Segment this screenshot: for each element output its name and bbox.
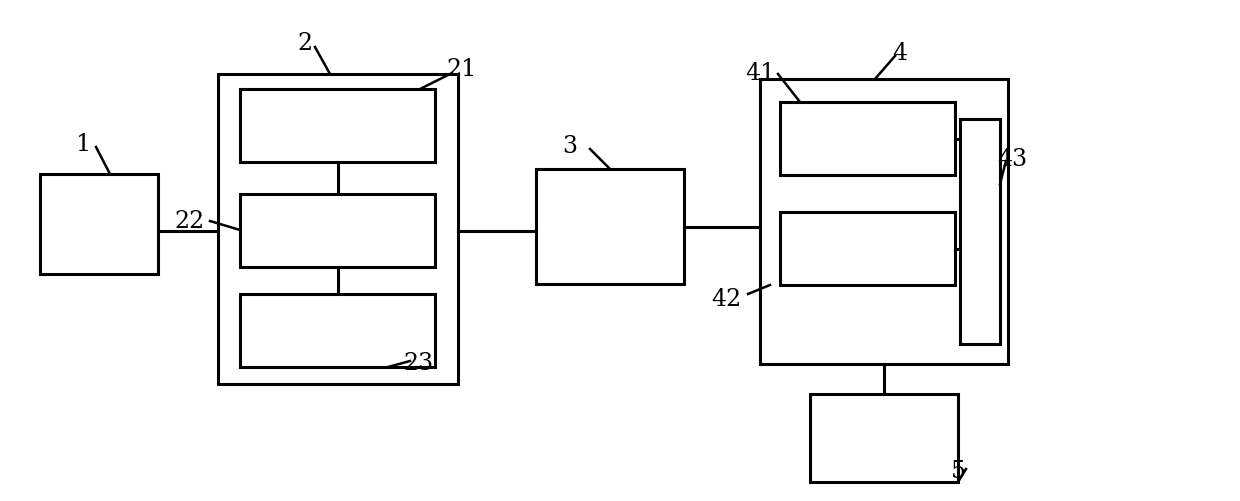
Bar (810, 394, 959, 482)
Bar (241, 295, 435, 367)
Bar (218, 75, 458, 384)
Text: 4: 4 (893, 42, 908, 65)
Bar (241, 194, 435, 268)
Bar (760, 80, 1008, 364)
Text: 42: 42 (711, 288, 742, 311)
Text: 41: 41 (745, 62, 775, 85)
Bar (536, 170, 684, 285)
Bar (780, 103, 955, 176)
Text: 22: 22 (175, 209, 205, 232)
Text: 43: 43 (997, 148, 1027, 171)
Text: 1: 1 (76, 133, 91, 156)
Text: 5: 5 (951, 459, 966, 482)
Bar (780, 212, 955, 286)
Bar (241, 90, 435, 163)
Text: 2: 2 (298, 32, 312, 55)
Text: 23: 23 (403, 351, 433, 374)
Text: 21: 21 (446, 58, 477, 81)
Bar (960, 120, 999, 344)
Text: 3: 3 (563, 135, 578, 158)
Bar (40, 175, 157, 275)
